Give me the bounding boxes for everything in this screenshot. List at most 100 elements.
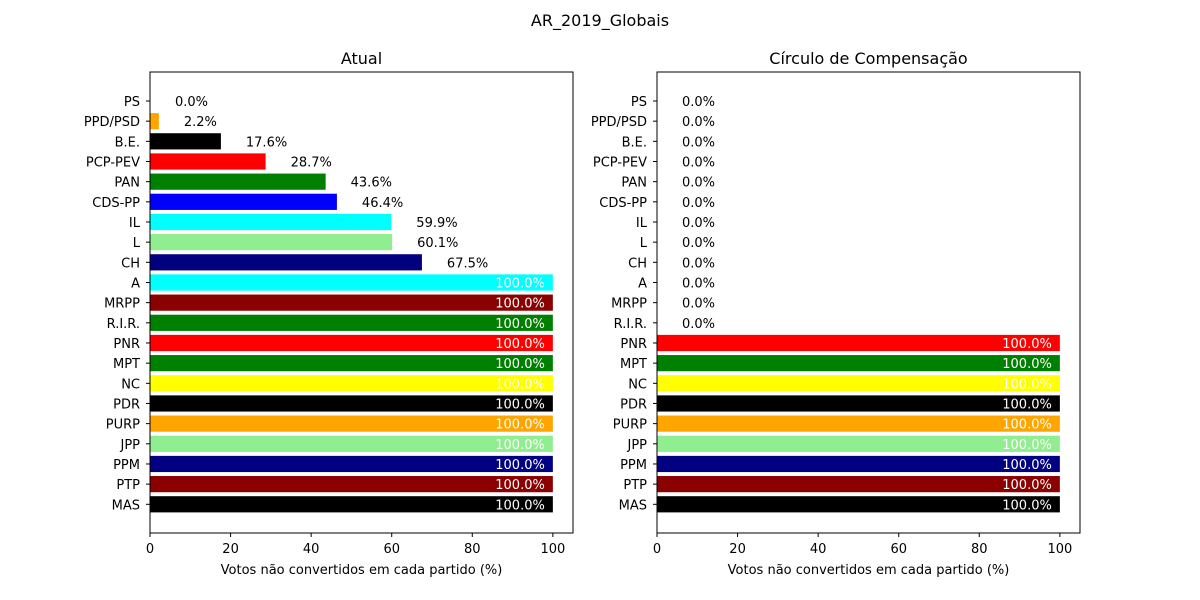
chart-panel-atual: Atual PS 0.0% PPD/PSD 2.2% B.E. 17.6% PCP-PEV 28… xyxy=(84,49,574,578)
x-tick-label: 80 xyxy=(971,542,988,557)
bar xyxy=(657,334,1060,352)
bar xyxy=(150,133,221,150)
category-label: PURP xyxy=(106,418,140,433)
figure-title: AR_2019_Globais xyxy=(531,11,669,31)
bar xyxy=(150,254,422,271)
category-label: L xyxy=(133,236,141,251)
category-label: PCP-PEV xyxy=(86,155,140,170)
bar xyxy=(150,113,159,130)
data-label: 0.0% xyxy=(682,216,715,231)
bar xyxy=(150,355,553,372)
data-label: 100.0% xyxy=(495,418,545,433)
category-label: PAN xyxy=(114,176,140,191)
x-tick-label: 100 xyxy=(540,542,565,557)
category-label: CH xyxy=(628,256,647,271)
data-label: 0.0% xyxy=(682,236,715,251)
category-label: PURP xyxy=(613,418,647,433)
bar xyxy=(657,355,1060,372)
category-label: R.I.R. xyxy=(614,317,647,332)
data-label: 100.0% xyxy=(495,397,545,412)
data-label: 100.0% xyxy=(495,478,545,493)
data-label: 0.0% xyxy=(682,317,715,332)
bar xyxy=(150,415,553,432)
data-label: 43.6% xyxy=(351,176,392,191)
data-label: 0.0% xyxy=(175,95,208,110)
bar xyxy=(150,193,337,210)
chart-panel-circulo-compensacao: Círculo de Compensação PS 0.0% PPD/PSD 0.0% B… xyxy=(591,49,1081,578)
data-label: 0.0% xyxy=(682,155,715,170)
data-label: 100.0% xyxy=(495,498,545,513)
bar xyxy=(150,274,553,291)
category-label: MRPP xyxy=(611,297,647,312)
bar xyxy=(150,476,553,493)
category-label: MAS xyxy=(619,498,647,513)
data-label: 60.1% xyxy=(417,236,458,251)
data-label: 100.0% xyxy=(1002,397,1052,412)
bar xyxy=(150,334,553,352)
x-tick-label: 20 xyxy=(729,542,746,557)
bar xyxy=(150,455,553,473)
category-label: MPT xyxy=(113,357,140,372)
category-label: A xyxy=(638,276,647,291)
data-label: 100.0% xyxy=(1002,377,1052,392)
data-label: 100.0% xyxy=(1002,357,1052,372)
x-tick-label: 0 xyxy=(653,542,661,557)
data-label: 100.0% xyxy=(495,276,545,291)
category-label: IL xyxy=(636,216,648,231)
category-label: JPP xyxy=(626,438,647,453)
x-tick-label: 40 xyxy=(303,542,320,557)
category-label: PDR xyxy=(113,397,140,412)
category-label: R.I.R. xyxy=(107,317,140,332)
category-label: PTP xyxy=(116,478,140,493)
bar xyxy=(657,415,1060,432)
bar xyxy=(657,476,1060,493)
category-label: PPM xyxy=(620,458,647,473)
axes-frame xyxy=(149,71,574,534)
bar xyxy=(150,314,553,331)
bar xyxy=(657,435,1060,452)
data-label: 100.0% xyxy=(1002,498,1052,513)
bar xyxy=(657,496,1060,513)
category-label: PS xyxy=(631,95,647,110)
x-tick-label: 80 xyxy=(464,542,481,557)
category-label: CDS-PP xyxy=(92,196,140,211)
bar xyxy=(150,153,266,170)
data-label: 0.0% xyxy=(682,176,715,191)
category-label: PTP xyxy=(623,478,647,493)
bar xyxy=(150,375,553,392)
axes-frame xyxy=(656,71,1081,534)
data-label: 100.0% xyxy=(1002,418,1052,433)
category-label: CH xyxy=(121,256,140,271)
bar xyxy=(657,395,1060,412)
category-label: MPT xyxy=(620,357,647,372)
bar xyxy=(150,435,553,452)
data-label: 100.0% xyxy=(495,297,545,312)
data-label: 0.0% xyxy=(682,297,715,312)
category-label: PDR xyxy=(620,397,647,412)
data-label: 17.6% xyxy=(246,135,287,150)
data-label: 100.0% xyxy=(495,458,545,473)
data-label: 0.0% xyxy=(682,256,715,271)
x-tick-label: 40 xyxy=(810,542,827,557)
bar xyxy=(150,294,553,311)
bar xyxy=(657,375,1060,392)
data-label: 28.7% xyxy=(291,155,332,170)
data-label: 100.0% xyxy=(1002,458,1052,473)
bar xyxy=(657,455,1060,473)
data-label: 100.0% xyxy=(495,357,545,372)
category-label: B.E. xyxy=(622,135,647,150)
category-label: PNR xyxy=(620,337,647,352)
category-label: CDS-PP xyxy=(599,196,647,211)
category-label: NC xyxy=(121,377,140,392)
category-label: PNR xyxy=(113,337,140,352)
data-label: 0.0% xyxy=(682,196,715,211)
chart-title: Atual xyxy=(341,49,382,68)
data-label: 100.0% xyxy=(1002,478,1052,493)
data-label: 0.0% xyxy=(682,115,715,130)
category-label: NC xyxy=(628,377,647,392)
chart-title: Círculo de Compensação xyxy=(769,49,967,68)
x-axis-label: Votos não convertidos em cada partido (%… xyxy=(221,563,503,578)
x-tick-label: 60 xyxy=(890,542,907,557)
category-label: PPD/PSD xyxy=(591,115,647,130)
